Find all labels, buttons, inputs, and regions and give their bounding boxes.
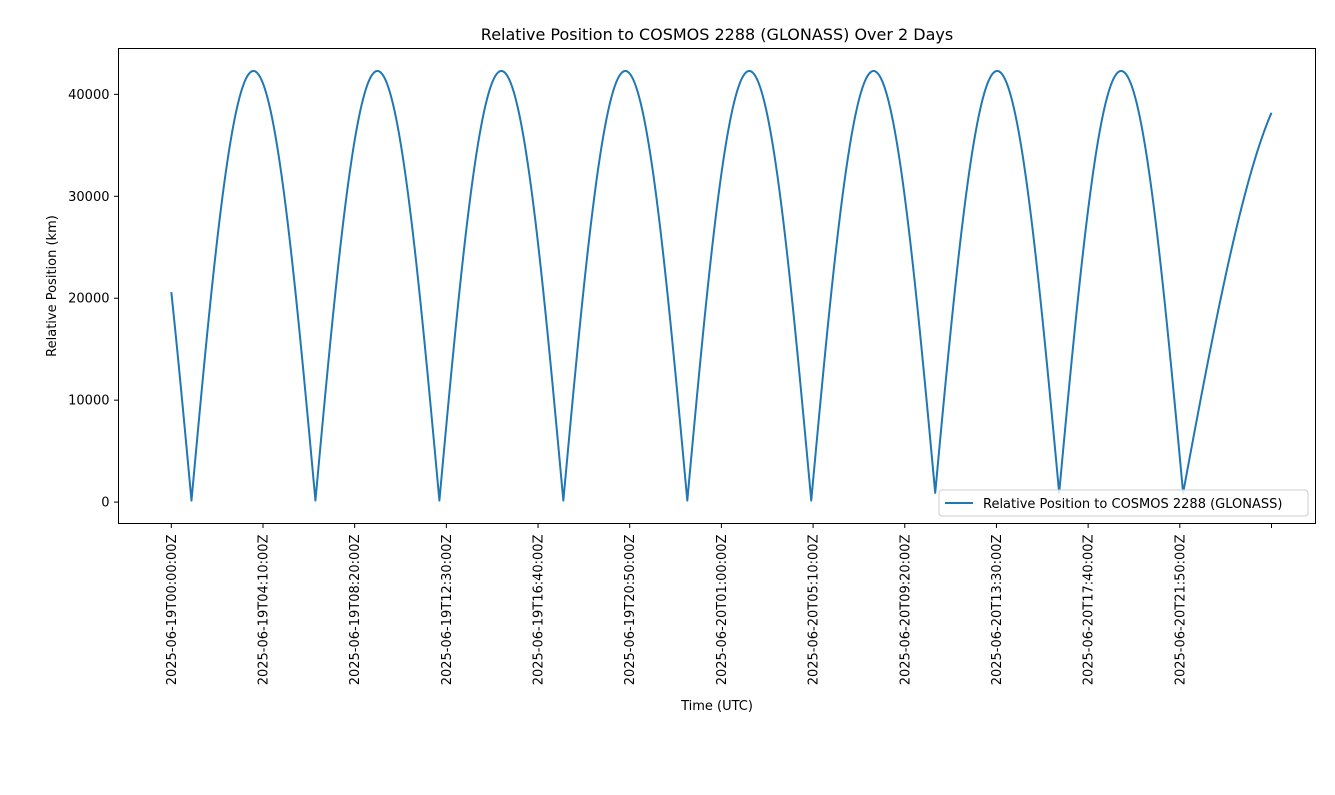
legend-box — [938, 489, 1309, 517]
plot-frame — [118, 48, 1316, 524]
x-tick-label: 2025-06-19T12:30:00Z — [440, 534, 455, 685]
y-tick-label: 10000 — [68, 394, 109, 409]
y-tick-label: 40000 — [68, 88, 109, 103]
series-line — [170, 69, 1273, 502]
x-tick-label: 2025-06-20T13:30:00Z — [990, 534, 1005, 685]
x-axis-label: Time (UTC) — [680, 699, 753, 714]
chart-title: Relative Position to COSMOS 2288 (GLONAS… — [481, 25, 953, 44]
y-tick-label: 0 — [101, 496, 109, 511]
x-tick-label: 2025-06-19T04:10:00Z — [256, 534, 271, 685]
plot-area — [170, 69, 1273, 502]
y-axis: 0 10000 20000 30000 40000 — [68, 88, 119, 511]
legend-label: Relative Position to COSMOS 2288 (GLONAS… — [983, 497, 1282, 512]
x-tick-label: 2025-06-19T16:40:00Z — [532, 534, 547, 685]
x-tick-label: 2025-06-20T21:50:00Z — [1173, 534, 1188, 685]
x-tick-label: 2025-06-19T00:00:00Z — [165, 534, 180, 685]
legend: Relative Position to COSMOS 2288 (GLONAS… — [938, 489, 1309, 517]
x-tick-label: 2025-06-19T20:50:00Z — [623, 534, 638, 685]
x-tick-label: 2025-06-19T08:20:00Z — [348, 534, 363, 685]
x-tick-label: 2025-06-20T17:40:00Z — [1082, 534, 1097, 685]
y-tick-label: 30000 — [68, 190, 109, 205]
x-tick-label: 2025-06-20T01:00:00Z — [715, 534, 730, 685]
y-axis-label: Relative Position (km) — [45, 215, 60, 357]
y-tick-label: 20000 — [68, 292, 109, 307]
x-tick-label: 2025-06-20T09:20:00Z — [898, 534, 913, 685]
x-tick-label: 2025-06-20T05:10:00Z — [807, 534, 822, 685]
x-axis: 2025-06-19T00:00:00Z 2025-06-19T04:10:00Z… — [165, 523, 1272, 685]
